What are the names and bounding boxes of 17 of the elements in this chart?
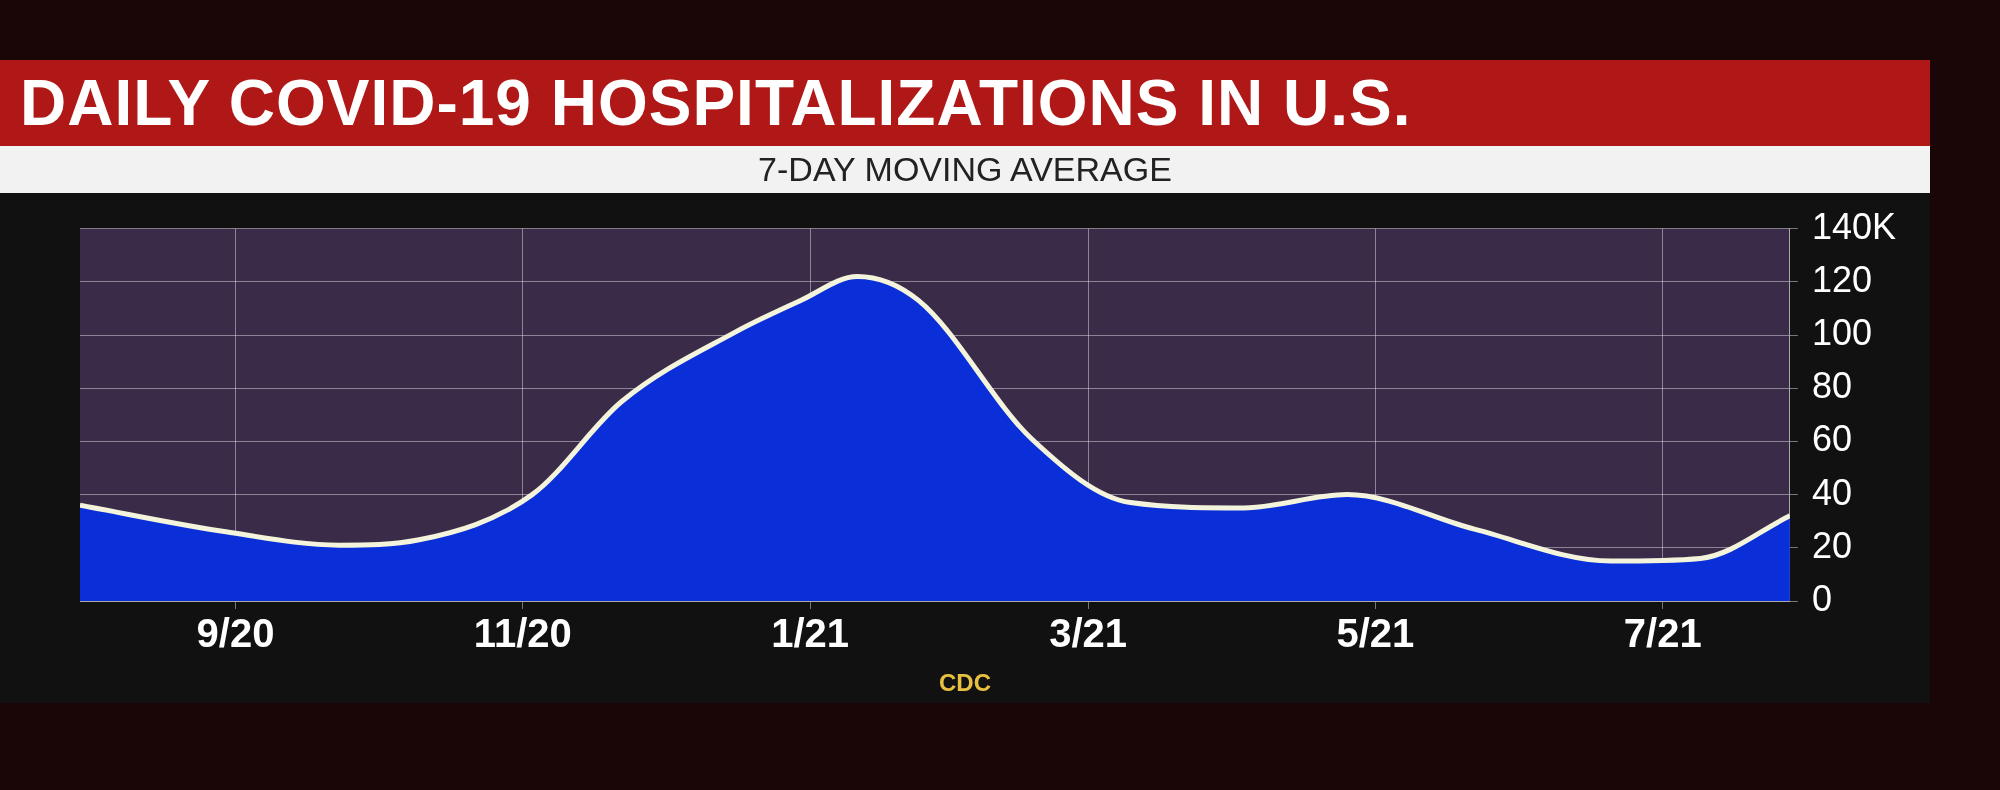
y-tick-label: 100 [1811,311,1872,353]
x-tick-label: 7/21 [1623,611,1702,656]
x-tick-label: 5/21 [1336,611,1415,656]
y-tick-label: 0 [1811,577,1832,619]
y-tick-label: 80 [1811,365,1852,407]
y-tick-label: 20 [1811,524,1852,566]
text: CDC [938,668,992,698]
y-tick-label: 140K [1811,205,1896,247]
y-tick-label: 60 [1811,418,1852,460]
y-tick-label: 40 [1811,471,1852,513]
chart-subtitle: 7-DAY MOVING AVERAGE [0,146,1930,193]
y-tick-label: 120 [1811,258,1872,300]
x-tick-label: 9/20 [196,611,275,656]
x-tick-label: 3/21 [1049,611,1127,656]
x-tick-label: 1/21 [771,611,850,656]
chart-title: DAILY COVID-19 HOSPITALIZATIONS IN U.S. [0,60,1930,146]
x-tick-label: 11/20 [473,611,572,656]
